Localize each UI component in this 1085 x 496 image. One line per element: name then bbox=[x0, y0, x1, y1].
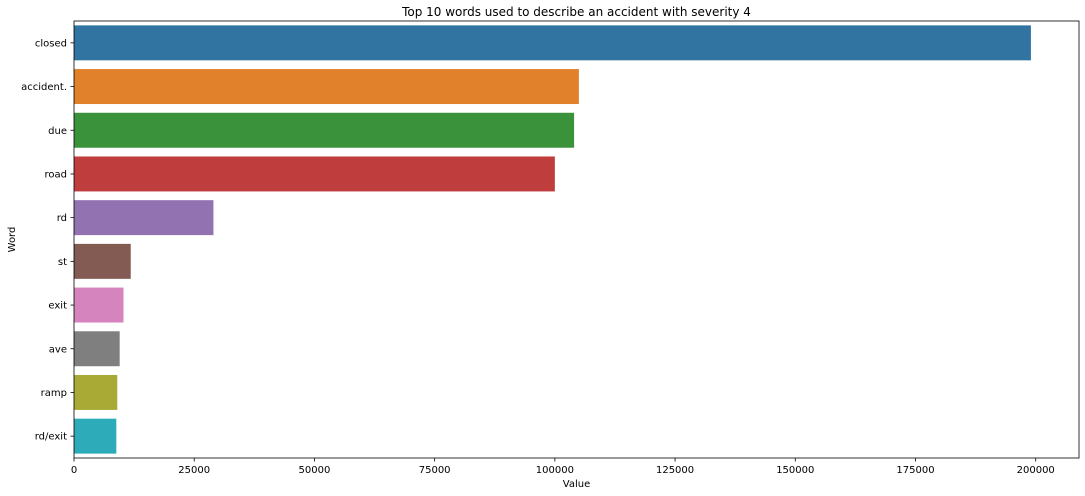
y-tick-label-road: road bbox=[45, 169, 68, 180]
bars-group bbox=[74, 25, 1031, 454]
y-tick-label-closed: closed bbox=[35, 38, 67, 49]
y-tick-label-exit: exit bbox=[48, 301, 67, 312]
bar-due bbox=[74, 112, 575, 148]
bar-rd bbox=[74, 200, 214, 236]
x-axis: 0 25000 50000 75000 100000 125000 150000 175000… bbox=[71, 458, 1055, 476]
x-axis-title: Value bbox=[563, 479, 590, 490]
x-tick-label: 25000 bbox=[178, 465, 210, 476]
bar-closed bbox=[74, 25, 1031, 61]
bar-st bbox=[74, 243, 131, 279]
x-tick-label: 200000 bbox=[1017, 465, 1055, 476]
x-tick-label: 150000 bbox=[776, 465, 814, 476]
y-tick-label-ramp: ramp bbox=[41, 388, 67, 399]
y-tick-label-st: st bbox=[58, 257, 67, 268]
x-tick-label: 0 bbox=[71, 465, 77, 476]
y-axis: closed accident. due road rd st exit ave ramp rd/… bbox=[21, 38, 74, 443]
bar-road bbox=[74, 156, 555, 192]
x-tick-label: 100000 bbox=[536, 465, 574, 476]
chart-title: Top 10 words used to describe an acciden… bbox=[401, 5, 751, 19]
bar-accident bbox=[74, 69, 579, 105]
plot-frame bbox=[73, 20, 1080, 459]
bar-exit bbox=[74, 287, 124, 323]
y-tick-label-accident: accident. bbox=[21, 82, 67, 93]
y-tick-label-rd: rd bbox=[57, 213, 67, 224]
bar-ramp bbox=[74, 374, 118, 410]
y-axis-title: Word bbox=[7, 227, 18, 253]
y-tick-label-ave: ave bbox=[49, 344, 67, 355]
x-tick-label: 125000 bbox=[656, 465, 694, 476]
x-tick-label: 175000 bbox=[896, 465, 934, 476]
bar-ave bbox=[74, 331, 120, 367]
bar-rd-exit bbox=[74, 418, 117, 454]
x-tick-label: 75000 bbox=[419, 465, 451, 476]
x-tick-label: 50000 bbox=[299, 465, 331, 476]
y-tick-label-rd-exit: rd/exit bbox=[35, 432, 67, 443]
y-tick-label-due: due bbox=[48, 126, 67, 137]
